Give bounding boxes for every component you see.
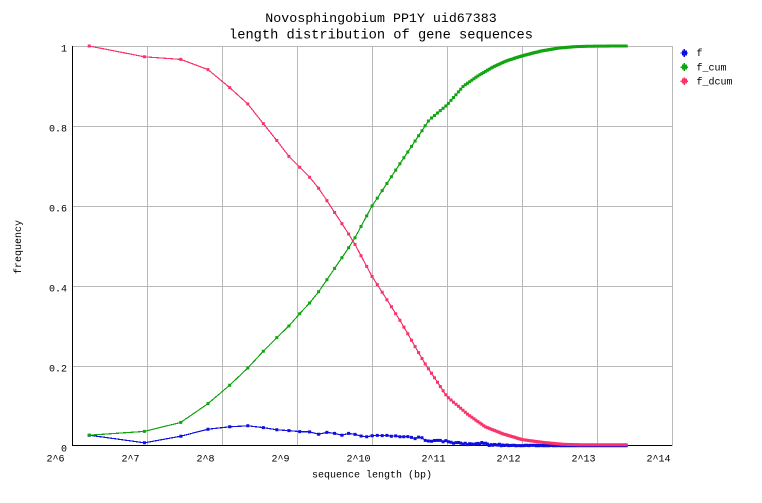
svg-text:2^7: 2^7 [122, 455, 140, 466]
svg-text:Novosphingobium PP1Y uid67383: Novosphingobium PP1Y uid67383 [265, 11, 496, 26]
svg-text:2^11: 2^11 [422, 455, 446, 466]
svg-text:2^6: 2^6 [47, 455, 65, 466]
svg-text:0.2: 0.2 [49, 365, 67, 376]
svg-text:0.8: 0.8 [49, 125, 67, 136]
svg-text:2^8: 2^8 [197, 455, 215, 466]
svg-text:2^10: 2^10 [347, 455, 371, 466]
svg-text:2^13: 2^13 [572, 455, 596, 466]
svg-text:1: 1 [61, 45, 67, 56]
svg-text:frequency: frequency [13, 220, 25, 274]
svg-text:0.6: 0.6 [49, 205, 67, 216]
svg-text:sequence length (bp): sequence length (bp) [312, 470, 432, 482]
svg-text:2^9: 2^9 [272, 455, 290, 466]
svg-text:0: 0 [61, 445, 67, 456]
svg-text:f: f [697, 48, 703, 60]
svg-text:2^12: 2^12 [497, 455, 521, 466]
svg-text:f_dcum: f_dcum [697, 76, 733, 88]
svg-text:length distribution of gene se: length distribution of gene sequences [229, 29, 533, 44]
svg-text:0.4: 0.4 [49, 285, 67, 296]
svg-text:2^14: 2^14 [647, 455, 671, 466]
svg-text:f_cum: f_cum [697, 62, 727, 74]
